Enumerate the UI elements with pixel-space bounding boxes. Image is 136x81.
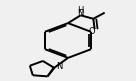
Text: N: N bbox=[78, 9, 84, 18]
Text: N: N bbox=[56, 62, 63, 71]
Text: O: O bbox=[88, 27, 95, 36]
Text: H: H bbox=[78, 6, 84, 15]
